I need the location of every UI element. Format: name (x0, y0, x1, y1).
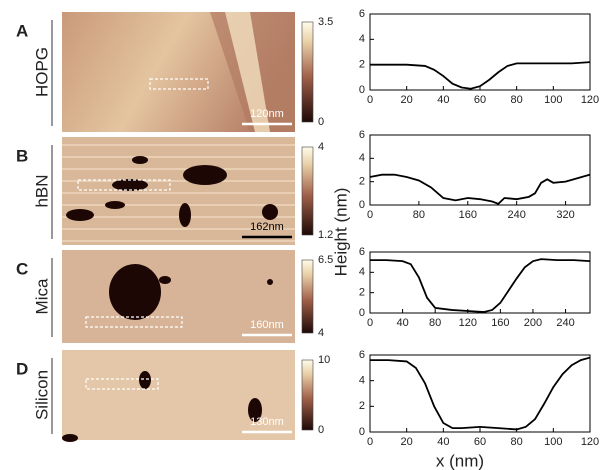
y-tick-label: 0 (359, 307, 365, 319)
plot-frame (369, 354, 591, 433)
scale-bar-label: 160nm (250, 319, 284, 331)
colorbar-min: 1.2 (318, 229, 333, 241)
y-axis-label: Height (nm) (331, 188, 350, 277)
x-tick-label: 120 (581, 436, 599, 448)
x-tick-label: 80 (429, 317, 441, 329)
y-tick-label: 6 (359, 8, 365, 20)
afm-feature (183, 165, 227, 185)
x-tick-label: 0 (367, 436, 373, 448)
plot-frame (369, 251, 591, 314)
x-tick-label: 80 (511, 436, 523, 448)
x-tick-label: 240 (556, 317, 574, 329)
x-tick-label: 40 (437, 94, 449, 106)
panel-letter: C (16, 259, 28, 278)
afm-feature (109, 264, 161, 320)
y-tick-label: 6 (359, 246, 365, 258)
colorbar (301, 259, 314, 334)
x-tick-label: 60 (474, 94, 486, 106)
profile-line (369, 173, 591, 205)
colorbar-min: 4 (318, 327, 324, 339)
profile-box (77, 179, 171, 191)
y-tick-label: 0 (359, 199, 365, 211)
profile-line (370, 356, 591, 431)
colorbar (301, 21, 314, 123)
y-tick-label: 2 (359, 400, 365, 412)
afm-image (62, 350, 295, 440)
profile-box (85, 316, 183, 328)
y-tick-label: 2 (359, 176, 365, 188)
x-tick-label: 0 (367, 317, 373, 329)
colorbar (301, 146, 314, 236)
y-tick-label: 2 (359, 287, 365, 299)
plot-frame (369, 13, 591, 91)
afm-feature (112, 179, 148, 191)
sample-label: Silicon (32, 370, 51, 420)
x-tick-label: 240 (507, 209, 525, 221)
x-tick-label: 160 (491, 317, 509, 329)
sample-label: hBN (32, 174, 51, 207)
profile-box (149, 78, 209, 90)
x-tick-label: 200 (524, 317, 542, 329)
x-tick-label: 20 (401, 94, 413, 106)
y-tick-label: 6 (359, 349, 365, 361)
x-tick-label: 100 (544, 94, 562, 106)
x-tick-label: 80 (511, 94, 523, 106)
x-tick-label: 40 (437, 436, 449, 448)
scale-bar-label: 120nm (250, 108, 284, 120)
profile-line (370, 61, 591, 90)
panel-letter: A (16, 21, 28, 40)
colorbar-max: 3.5 (318, 16, 333, 28)
y-tick-label: 2 (359, 59, 365, 71)
scale-bar-label: 162nm (250, 221, 284, 233)
colorbar-min: 0 (318, 116, 324, 128)
x-tick-label: 100 (544, 436, 562, 448)
x-tick-label: 60 (474, 436, 486, 448)
afm-feature (62, 434, 78, 442)
x-tick-label: 0 (367, 94, 373, 106)
plot-frame (369, 134, 591, 206)
y-tick-label: 0 (359, 84, 365, 96)
sample-label: HOPG (32, 47, 51, 97)
y-tick-label: 6 (359, 129, 365, 141)
afm-feature (248, 398, 262, 422)
colorbar-max: 10 (318, 354, 330, 366)
y-tick-label: 4 (359, 33, 365, 45)
scale-bar-label: 130nm (250, 416, 284, 428)
y-tick-label: 4 (359, 266, 365, 278)
x-tick-label: 0 (367, 209, 373, 221)
colorbar (301, 359, 314, 431)
profile-line (370, 258, 591, 313)
afm-feature (139, 371, 151, 389)
profile-box (85, 378, 159, 390)
panel-letter: B (16, 146, 28, 165)
x-tick-label: 80 (413, 209, 425, 221)
x-tick-label: 320 (556, 209, 574, 221)
terrace (225, 12, 270, 132)
colorbar-max: 4 (318, 141, 324, 153)
x-tick-label: 120 (581, 94, 599, 106)
colorbar-max: 6.5 (318, 254, 333, 266)
afm-image (62, 137, 295, 245)
x-tick-label: 20 (401, 436, 413, 448)
afm-feature (262, 204, 278, 220)
y-tick-label: 0 (359, 426, 365, 438)
y-tick-label: 4 (359, 152, 365, 164)
colorbar-min: 0 (318, 424, 324, 436)
sample-label: Mica (32, 278, 51, 314)
afm-feature (179, 203, 191, 227)
x-axis-label: x (nm) (436, 451, 484, 470)
afm-feature (267, 279, 273, 285)
afm-feature (159, 276, 171, 284)
afm-feature (132, 156, 148, 164)
panel-letter: D (16, 359, 28, 378)
x-tick-label: 120 (459, 317, 477, 329)
x-tick-label: 160 (459, 209, 477, 221)
y-tick-label: 4 (359, 375, 365, 387)
x-tick-label: 40 (396, 317, 408, 329)
afm-feature (105, 201, 125, 209)
afm-feature (66, 209, 94, 221)
